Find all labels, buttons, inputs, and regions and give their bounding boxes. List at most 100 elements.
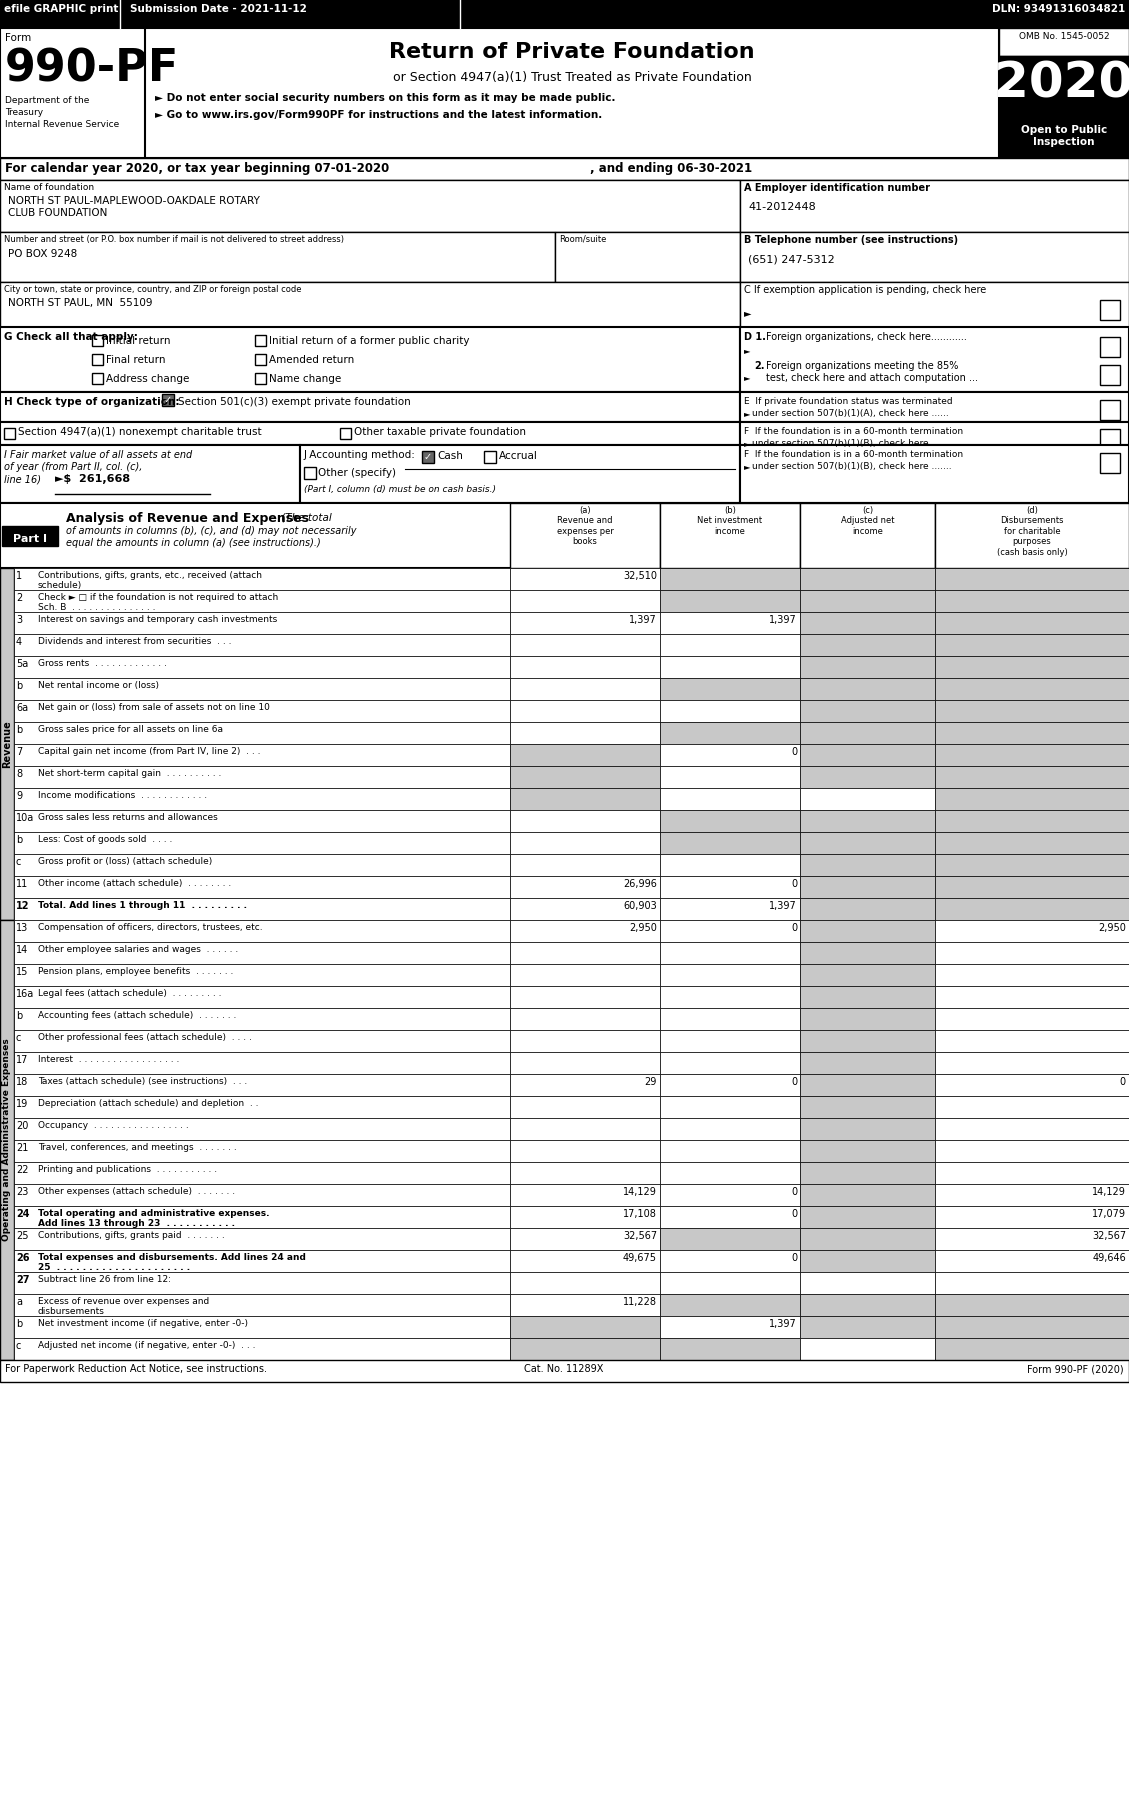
Text: c: c bbox=[16, 1034, 21, 1043]
Bar bbox=[510, 611, 660, 635]
Bar bbox=[935, 1009, 1129, 1030]
Text: Open to Public
Inspection: Open to Public Inspection bbox=[1021, 126, 1108, 147]
Text: 17,108: 17,108 bbox=[623, 1208, 657, 1219]
Text: H Check type of organization:: H Check type of organization: bbox=[5, 397, 180, 406]
Text: ► Do not enter social security numbers on this form as it may be made public.: ► Do not enter social security numbers o… bbox=[155, 93, 615, 102]
Text: 17,079: 17,079 bbox=[1092, 1208, 1126, 1219]
Bar bbox=[660, 1271, 800, 1295]
Bar bbox=[739, 423, 1129, 444]
Text: 26: 26 bbox=[16, 1253, 29, 1262]
Text: CLUB FOUNDATION: CLUB FOUNDATION bbox=[8, 209, 107, 218]
Bar bbox=[999, 29, 1129, 158]
Bar bbox=[935, 964, 1129, 985]
Bar bbox=[14, 1030, 510, 1052]
Bar bbox=[0, 444, 300, 503]
Bar bbox=[0, 180, 739, 232]
Bar bbox=[739, 180, 1129, 232]
Text: or Section 4947(a)(1) Trust Treated as Private Foundation: or Section 4947(a)(1) Trust Treated as P… bbox=[393, 70, 752, 85]
Bar bbox=[660, 1097, 800, 1118]
Bar bbox=[14, 1140, 510, 1162]
Bar bbox=[91, 354, 103, 365]
Text: Pension plans, employee benefits  . . . . . . .: Pension plans, employee benefits . . . .… bbox=[38, 967, 234, 976]
Bar bbox=[0, 158, 1129, 180]
Text: b: b bbox=[16, 725, 23, 735]
Bar bbox=[800, 1030, 935, 1052]
Text: 12: 12 bbox=[16, 901, 29, 912]
Bar bbox=[0, 423, 739, 444]
Text: 11: 11 bbox=[16, 879, 28, 888]
Text: Depreciation (attach schedule) and depletion  . .: Depreciation (attach schedule) and deple… bbox=[38, 1099, 259, 1108]
Text: 1,397: 1,397 bbox=[769, 901, 797, 912]
Text: line 16): line 16) bbox=[5, 475, 41, 484]
Text: (c)
Adjusted net
income: (c) Adjusted net income bbox=[841, 505, 894, 536]
Bar bbox=[935, 1271, 1129, 1295]
Bar bbox=[14, 1052, 510, 1073]
Text: 11,228: 11,228 bbox=[623, 1296, 657, 1307]
Text: 18: 18 bbox=[16, 1077, 28, 1088]
Bar bbox=[510, 1295, 660, 1316]
Text: Cash: Cash bbox=[437, 451, 463, 460]
Bar bbox=[0, 327, 739, 392]
Bar bbox=[800, 1162, 935, 1185]
Bar bbox=[660, 1162, 800, 1185]
Text: Treasury: Treasury bbox=[5, 108, 43, 117]
Bar bbox=[660, 1295, 800, 1316]
Bar bbox=[0, 921, 14, 1359]
Text: 0: 0 bbox=[791, 1187, 797, 1197]
Text: Room/suite: Room/suite bbox=[559, 236, 606, 245]
Text: 0: 0 bbox=[791, 1077, 797, 1088]
Text: E  If private foundation status was terminated: E If private foundation status was termi… bbox=[744, 397, 953, 406]
Bar bbox=[800, 1338, 935, 1359]
Text: under section 507(b)(1)(B), check here .......: under section 507(b)(1)(B), check here .… bbox=[752, 462, 952, 471]
Bar bbox=[935, 854, 1129, 876]
Text: F  If the foundation is in a 60-month termination: F If the foundation is in a 60-month ter… bbox=[744, 450, 963, 458]
Text: 16a: 16a bbox=[16, 989, 34, 1000]
Text: 2.: 2. bbox=[754, 361, 764, 370]
Bar bbox=[1100, 300, 1120, 320]
Text: DLN: 93491316034821: DLN: 93491316034821 bbox=[991, 4, 1124, 14]
Text: 14,129: 14,129 bbox=[623, 1187, 657, 1197]
Bar bbox=[1100, 453, 1120, 473]
Bar bbox=[800, 1271, 935, 1295]
Text: Final return: Final return bbox=[106, 354, 166, 365]
Text: 2020: 2020 bbox=[995, 59, 1129, 108]
Bar bbox=[0, 232, 555, 282]
Bar bbox=[510, 1073, 660, 1097]
Text: 60,903: 60,903 bbox=[623, 901, 657, 912]
Text: ►: ► bbox=[744, 462, 751, 471]
Text: Other (specify): Other (specify) bbox=[318, 467, 396, 478]
Bar bbox=[14, 897, 510, 921]
Text: Foreign organizations, check here............: Foreign organizations, check here.......… bbox=[765, 333, 966, 342]
Bar bbox=[935, 1185, 1129, 1206]
Text: 20: 20 bbox=[16, 1120, 28, 1131]
Text: PO BOX 9248: PO BOX 9248 bbox=[8, 248, 77, 259]
Text: Initial return of a former public charity: Initial return of a former public charit… bbox=[269, 336, 470, 345]
Text: Form 990-PF (2020): Form 990-PF (2020) bbox=[1027, 1365, 1124, 1374]
Bar bbox=[739, 392, 1129, 423]
Bar bbox=[800, 699, 935, 723]
Bar bbox=[935, 678, 1129, 699]
Text: Section 4947(a)(1) nonexempt charitable trust: Section 4947(a)(1) nonexempt charitable … bbox=[18, 426, 262, 437]
Text: 0: 0 bbox=[791, 1208, 797, 1219]
Bar bbox=[14, 1097, 510, 1118]
Bar bbox=[935, 1206, 1129, 1228]
Bar bbox=[91, 334, 103, 345]
Text: C If exemption application is pending, check here: C If exemption application is pending, c… bbox=[744, 286, 987, 295]
Bar bbox=[510, 832, 660, 854]
Bar bbox=[935, 723, 1129, 744]
Bar bbox=[510, 1097, 660, 1118]
Text: Revenue: Revenue bbox=[2, 721, 12, 768]
Bar bbox=[0, 29, 1129, 158]
Bar bbox=[935, 1316, 1129, 1338]
Text: b: b bbox=[16, 1010, 23, 1021]
Bar bbox=[800, 503, 935, 568]
Bar bbox=[999, 122, 1129, 158]
Bar bbox=[660, 635, 800, 656]
Text: OMB No. 1545-0052: OMB No. 1545-0052 bbox=[1018, 32, 1110, 41]
Text: 17: 17 bbox=[16, 1055, 28, 1064]
Text: of year (from Part II, col. (c),: of year (from Part II, col. (c), bbox=[5, 462, 142, 473]
Bar bbox=[0, 29, 145, 158]
Bar bbox=[510, 854, 660, 876]
Text: A Employer identification number: A Employer identification number bbox=[744, 183, 930, 192]
Bar bbox=[660, 832, 800, 854]
